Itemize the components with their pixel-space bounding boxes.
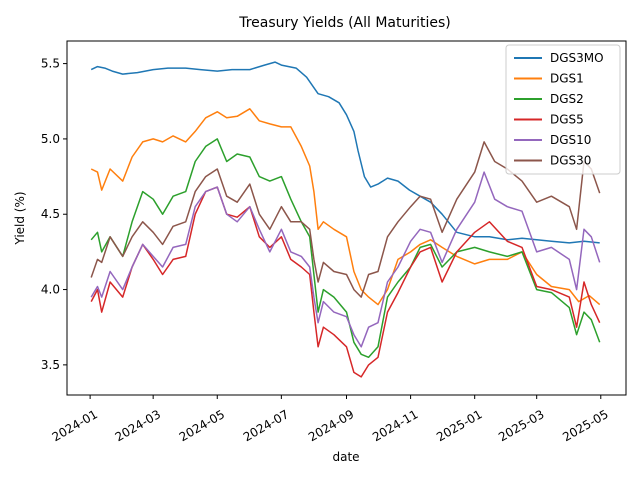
- series-line-dgs3mo: [90, 61, 600, 244]
- legend-label-dgs5: DGS5: [550, 113, 584, 127]
- y-tick-label: 3.5: [41, 358, 60, 372]
- y-tick-label: 4.0: [41, 283, 60, 297]
- legend-label-dgs3mo: DGS3MO: [550, 51, 604, 65]
- y-tick-label: 4.5: [41, 207, 60, 221]
- y-tick-label: 5.0: [41, 132, 60, 146]
- legend-label-dgs30: DGS30: [550, 154, 591, 168]
- series-line-dgs30: [90, 141, 601, 298]
- y-tick-label: 5.5: [41, 57, 60, 71]
- legend-box: [505, 44, 621, 175]
- chart-title: Treasury Yields (All Maturities): [238, 15, 451, 31]
- series-line-dgs2: [90, 138, 601, 359]
- y-axis: 3.5 4.0 4.5 5.0 5.5: [41, 57, 67, 372]
- y-axis-label: Yield (%): [13, 191, 27, 245]
- plot-lines: [90, 61, 601, 378]
- legend: DGS3MO DGS1 DGS2 DGS5 DGS10 DGS30: [505, 44, 621, 175]
- x-axis-label: date: [332, 450, 359, 464]
- legend-label-dgs10: DGS10: [550, 133, 591, 147]
- legend-label-dgs1: DGS1: [550, 72, 584, 86]
- series-line-dgs10: [90, 171, 601, 348]
- series-line-dgs1: [90, 108, 601, 306]
- legend-label-dgs2: DGS2: [550, 92, 584, 106]
- series-line-dgs5: [90, 186, 601, 378]
